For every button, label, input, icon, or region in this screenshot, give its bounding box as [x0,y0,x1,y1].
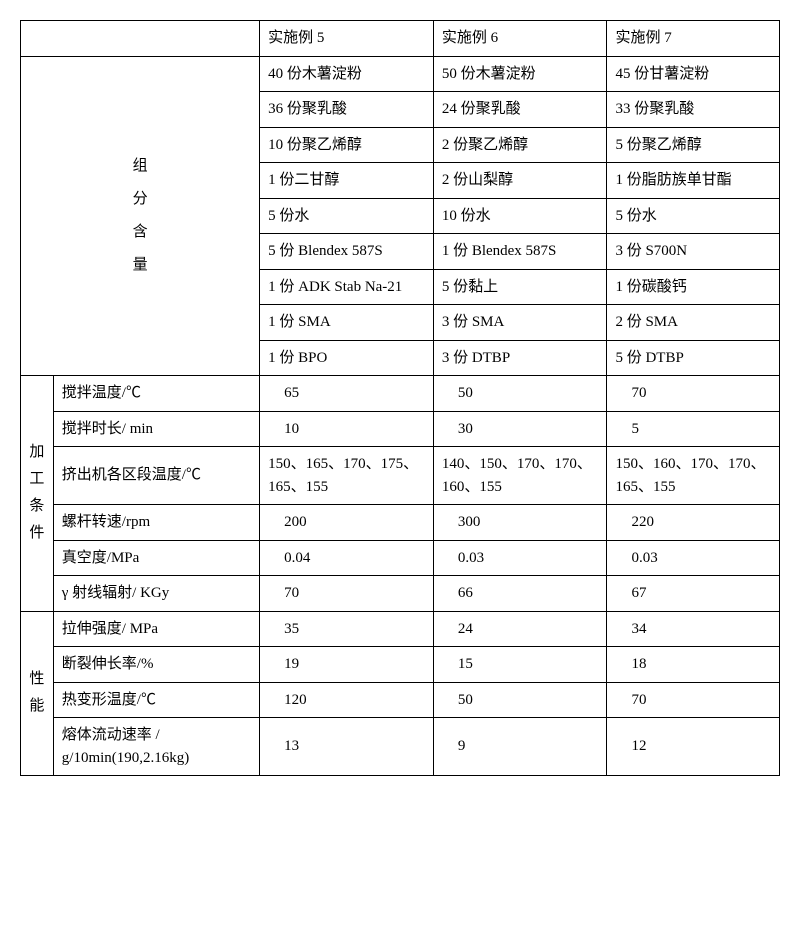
table-header-row: 实施例 5 实施例 6 实施例 7 [21,21,780,57]
row-label: 搅拌时长/ min [53,411,259,447]
cell: 70 [260,576,434,612]
table-row: 断裂伸长率/% 19 15 18 [21,647,780,683]
cell: 65 [260,376,434,412]
table-row: 组 分 含 量 40 份木薯淀粉 50 份木薯淀粉 45 份甘薯淀粉 [21,56,780,92]
cell: 36 份聚乳酸 [260,92,434,128]
cell: 12 [607,718,780,776]
cell: 3 份 S700N [607,234,780,270]
cell: 50 份木薯淀粉 [433,56,607,92]
table-row: 性 能 拉伸强度/ MPa 35 24 34 [21,611,780,647]
cell: 3 份 SMA [433,305,607,341]
cell: 2 份山梨醇 [433,163,607,199]
cell: 140、150、170、170、160、155 [433,447,607,505]
header-blank [21,21,260,57]
row-label: 真空度/MPa [53,540,259,576]
cell: 1 份 BPO [260,340,434,376]
cell: 67 [607,576,780,612]
cell: 1 份二甘醇 [260,163,434,199]
cell: 30 [433,411,607,447]
table-row: 真空度/MPa 0.04 0.03 0.03 [21,540,780,576]
table-row: γ 射线辐射/ KGy 70 66 67 [21,576,780,612]
cell: 150、165、170、175、165、155 [260,447,434,505]
cell: 5 份 Blendex 587S [260,234,434,270]
cell: 1 份碳酸钙 [607,269,780,305]
cell: 200 [260,505,434,541]
cell: 5 份水 [260,198,434,234]
cell: 1 份 SMA [260,305,434,341]
row-label: γ 射线辐射/ KGy [53,576,259,612]
cell: 18 [607,647,780,683]
cell: 120 [260,682,434,718]
composition-label: 组 分 含 量 [21,56,260,376]
cell: 3 份 DTBP [433,340,607,376]
cell: 1 份 ADK Stab Na-21 [260,269,434,305]
cell: 9 [433,718,607,776]
table-row: 加 工 条 件 搅拌温度/℃ 65 50 70 [21,376,780,412]
cell: 300 [433,505,607,541]
cell: 24 份聚乳酸 [433,92,607,128]
cell: 33 份聚乳酸 [607,92,780,128]
cell: 50 [433,376,607,412]
header-ex6: 实施例 6 [433,21,607,57]
cell: 10 份聚乙烯醇 [260,127,434,163]
cell: 10 [260,411,434,447]
performance-label: 性 能 [21,611,54,776]
cell: 5 份聚乙烯醇 [607,127,780,163]
cell: 1 份脂肪族单甘酯 [607,163,780,199]
cell: 150、160、170、170、165、155 [607,447,780,505]
row-label: 螺杆转速/rpm [53,505,259,541]
table-row: 热变形温度/℃ 120 50 70 [21,682,780,718]
header-ex7: 实施例 7 [607,21,780,57]
cell: 5 份水 [607,198,780,234]
table-row: 螺杆转速/rpm 200 300 220 [21,505,780,541]
cell: 220 [607,505,780,541]
table-row: 熔体流动速率 / g/10min(190,2.16kg) 13 9 12 [21,718,780,776]
cell: 2 份 SMA [607,305,780,341]
cell: 5 份黏上 [433,269,607,305]
cell: 66 [433,576,607,612]
header-ex5: 实施例 5 [260,21,434,57]
cell: 70 [607,376,780,412]
row-label: 搅拌温度/℃ [53,376,259,412]
cell: 5 [607,411,780,447]
row-label: 熔体流动速率 / g/10min(190,2.16kg) [53,718,259,776]
row-label: 挤出机各区段温度/℃ [53,447,259,505]
cell: 13 [260,718,434,776]
row-label: 拉伸强度/ MPa [53,611,259,647]
cell: 10 份水 [433,198,607,234]
cell: 24 [433,611,607,647]
cell: 50 [433,682,607,718]
cell: 0.03 [433,540,607,576]
cell: 45 份甘薯淀粉 [607,56,780,92]
cell: 70 [607,682,780,718]
cell: 19 [260,647,434,683]
cell: 2 份聚乙烯醇 [433,127,607,163]
processing-label: 加 工 条 件 [21,376,54,612]
row-label: 断裂伸长率/% [53,647,259,683]
cell: 1 份 Blendex 587S [433,234,607,270]
cell: 5 份 DTBP [607,340,780,376]
cell: 0.03 [607,540,780,576]
cell: 40 份木薯淀粉 [260,56,434,92]
row-label: 热变形温度/℃ [53,682,259,718]
table-row: 搅拌时长/ min 10 30 5 [21,411,780,447]
table-row: 挤出机各区段温度/℃ 150、165、170、175、165、155 140、1… [21,447,780,505]
cell: 0.04 [260,540,434,576]
cell: 35 [260,611,434,647]
data-table: 实施例 5 实施例 6 实施例 7 组 分 含 量 40 份木薯淀粉 50 份木… [20,20,780,776]
cell: 15 [433,647,607,683]
cell: 34 [607,611,780,647]
